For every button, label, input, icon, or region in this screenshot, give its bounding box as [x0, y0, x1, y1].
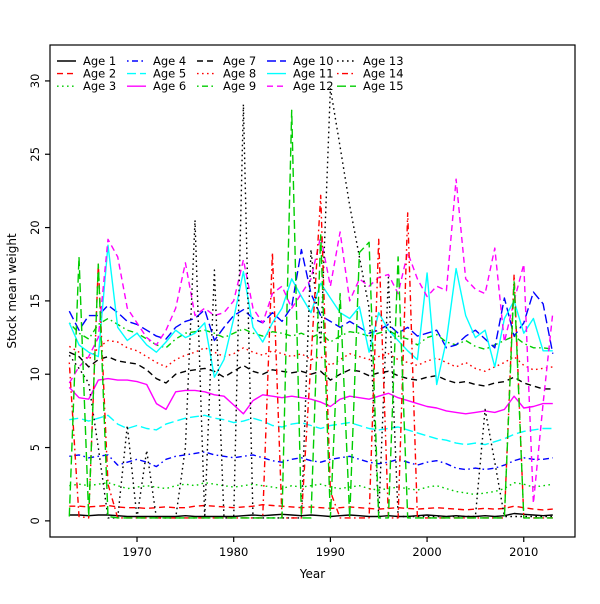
- legend-item-age-13: Age 13: [337, 54, 404, 68]
- x-tick-label: 2010: [509, 545, 538, 559]
- legend-label: Age 11: [293, 67, 334, 81]
- y-tick-label: 5: [28, 444, 42, 451]
- series-line-age-7: [69, 351, 553, 390]
- plot-box: [49, 44, 576, 538]
- legend-label: Age 8: [223, 67, 256, 81]
- legend-item-age-14: Age 14: [337, 67, 404, 81]
- legend-label: Age 4: [153, 54, 186, 68]
- y-tick-label: 25: [28, 147, 42, 162]
- x-tick-label: 2000: [412, 545, 441, 559]
- legend-label: Age 9: [223, 79, 256, 93]
- series-line-age-10: [68, 248, 554, 354]
- y-tick-label: 30: [28, 74, 42, 89]
- legend-item-age-3: Age 3: [57, 79, 116, 93]
- legend-label: Age 10: [293, 54, 334, 68]
- series-line-age-9: [68, 317, 553, 350]
- legend-item-age-15: Age 15: [337, 79, 404, 93]
- legend-item-age-4: Age 4: [127, 54, 186, 68]
- x-tick-label: 1970: [122, 545, 151, 559]
- x-tick-label: 1990: [316, 545, 345, 559]
- series-line-age-12: [68, 178, 554, 504]
- legend-label: Age 6: [153, 79, 186, 93]
- legend-item-age-9: Age 9: [197, 79, 256, 93]
- legend-label: Age 15: [363, 79, 404, 93]
- legend-item-age-8: Age 8: [197, 67, 256, 81]
- legend-label: Age 7: [223, 54, 256, 68]
- legend-item-age-5: Age 5: [127, 67, 186, 81]
- legend-label: Age 1: [83, 54, 116, 68]
- legend-label: Age 2: [83, 67, 116, 81]
- legend-label: Age 5: [153, 67, 186, 81]
- y-tick-label: 20: [28, 220, 42, 235]
- legend-label: Age 3: [83, 79, 116, 93]
- y-axis-title: Stock mean weight: [5, 233, 19, 349]
- series-line-age-3: [69, 482, 553, 496]
- series-line-age-4: [69, 451, 553, 471]
- series-line-age-15: [68, 109, 553, 519]
- y-tick-label: 0: [28, 517, 42, 524]
- series-line-age-11: [68, 244, 553, 386]
- y-tick-label: 15: [28, 294, 42, 309]
- series-line-age-1: [69, 512, 553, 518]
- y-tick-label: 10: [28, 367, 42, 382]
- legend-item-age-11: Age 11: [267, 67, 334, 81]
- legend-item-age-6: Age 6: [127, 79, 186, 93]
- legend-item-age-2: Age 2: [57, 67, 116, 81]
- series-line-age-6: [68, 377, 553, 415]
- x-axis-title: Year: [299, 567, 325, 581]
- legend-label: Age 14: [363, 67, 404, 81]
- legend-item-age-10: Age 10: [267, 54, 334, 68]
- legend-item-age-7: Age 7: [197, 54, 256, 68]
- legend-label: Age 13: [363, 54, 404, 68]
- legend-label: Age 12: [293, 79, 334, 93]
- series-line-age-13: [68, 87, 553, 519]
- series-line-age-5: [69, 414, 553, 446]
- legend-item-age-1: Age 1: [57, 54, 116, 68]
- series-group: [68, 87, 554, 519]
- x-tick-label: 1980: [219, 545, 248, 559]
- legend-item-age-12: Age 12: [267, 79, 334, 93]
